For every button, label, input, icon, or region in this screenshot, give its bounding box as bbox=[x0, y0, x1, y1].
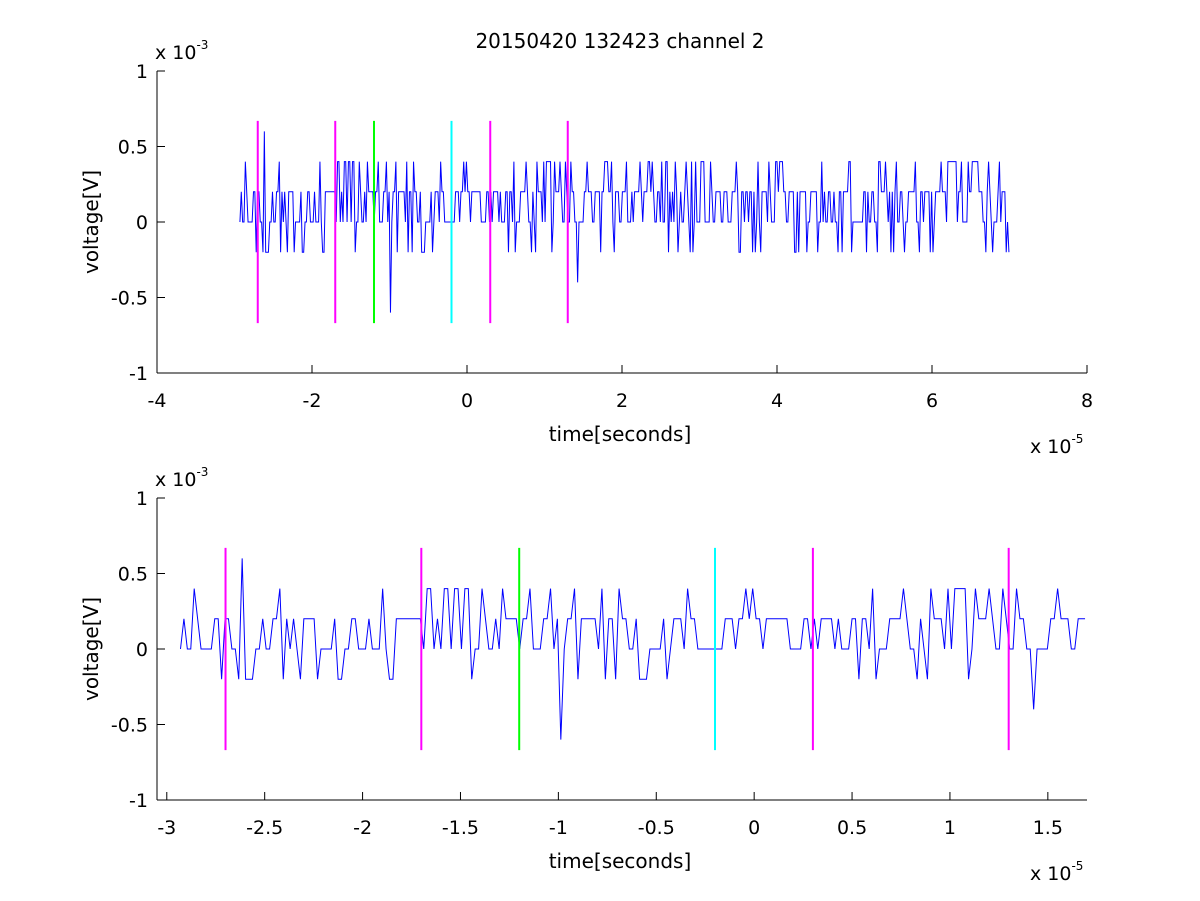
x-tick-label: -4 bbox=[148, 390, 167, 412]
x-tick-label: -0.5 bbox=[638, 817, 675, 839]
y-axis-label: voltage[V] bbox=[79, 597, 103, 701]
x-tick-label: -1.5 bbox=[442, 817, 479, 839]
y-tick-label: 0 bbox=[136, 639, 148, 661]
y-tick-label: -0.5 bbox=[111, 288, 148, 310]
x-tick-label: -3 bbox=[157, 817, 176, 839]
plot-bottom: -3 -2.5 -2 -1.5 -1 -0.5 0 0.5 1 1.5 -1 -0.5 0 0.5 1 tim… bbox=[79, 465, 1087, 885]
x-exponent-label: x 10-5 bbox=[1030, 432, 1083, 458]
x-tick-label: -1 bbox=[549, 817, 568, 839]
y-tick-label: 0.5 bbox=[118, 137, 148, 159]
y-exponent-label: x 10-3 bbox=[155, 38, 208, 64]
y-tick-label: 1 bbox=[136, 61, 148, 83]
plot-top: -4 -2 0 2 4 6 8 -1 -0.5 0 0.5 1 time[seconds] voltage… bbox=[79, 38, 1093, 458]
x-tick-label: 1 bbox=[944, 817, 956, 839]
y-tick-label: 0 bbox=[136, 212, 148, 234]
chart-title: 20150420 132423 channel 2 bbox=[475, 29, 764, 53]
y-tick-label: -1 bbox=[129, 790, 148, 812]
x-tick-label: 0.5 bbox=[837, 817, 867, 839]
y-tick-label: 1 bbox=[136, 488, 148, 510]
x-tick-label: 6 bbox=[926, 390, 938, 412]
x-exponent-label: x 10-5 bbox=[1030, 859, 1083, 885]
x-tick-label: 2 bbox=[616, 390, 628, 412]
signal-trace bbox=[179, 558, 1086, 740]
x-tick-label: 4 bbox=[771, 390, 783, 412]
x-tick-label: 0 bbox=[748, 817, 760, 839]
y-exponent-label: x 10-3 bbox=[155, 465, 208, 491]
x-tick-label: -2 bbox=[353, 817, 372, 839]
y-axis-label: voltage[V] bbox=[79, 170, 103, 274]
x-axis-label: time[seconds] bbox=[549, 422, 692, 446]
x-axis-label: time[seconds] bbox=[549, 849, 692, 873]
signal-trace bbox=[239, 131, 1010, 313]
x-tick-label: 8 bbox=[1081, 390, 1093, 412]
y-tick-label: -1 bbox=[129, 363, 148, 385]
y-tick-label: -0.5 bbox=[111, 715, 148, 737]
x-tick-label: 0 bbox=[461, 390, 473, 412]
y-tick-label: 0.5 bbox=[118, 564, 148, 586]
x-tick-label: -2 bbox=[303, 390, 322, 412]
x-tick-label: 1.5 bbox=[1033, 817, 1063, 839]
x-tick-label: -2.5 bbox=[246, 817, 283, 839]
